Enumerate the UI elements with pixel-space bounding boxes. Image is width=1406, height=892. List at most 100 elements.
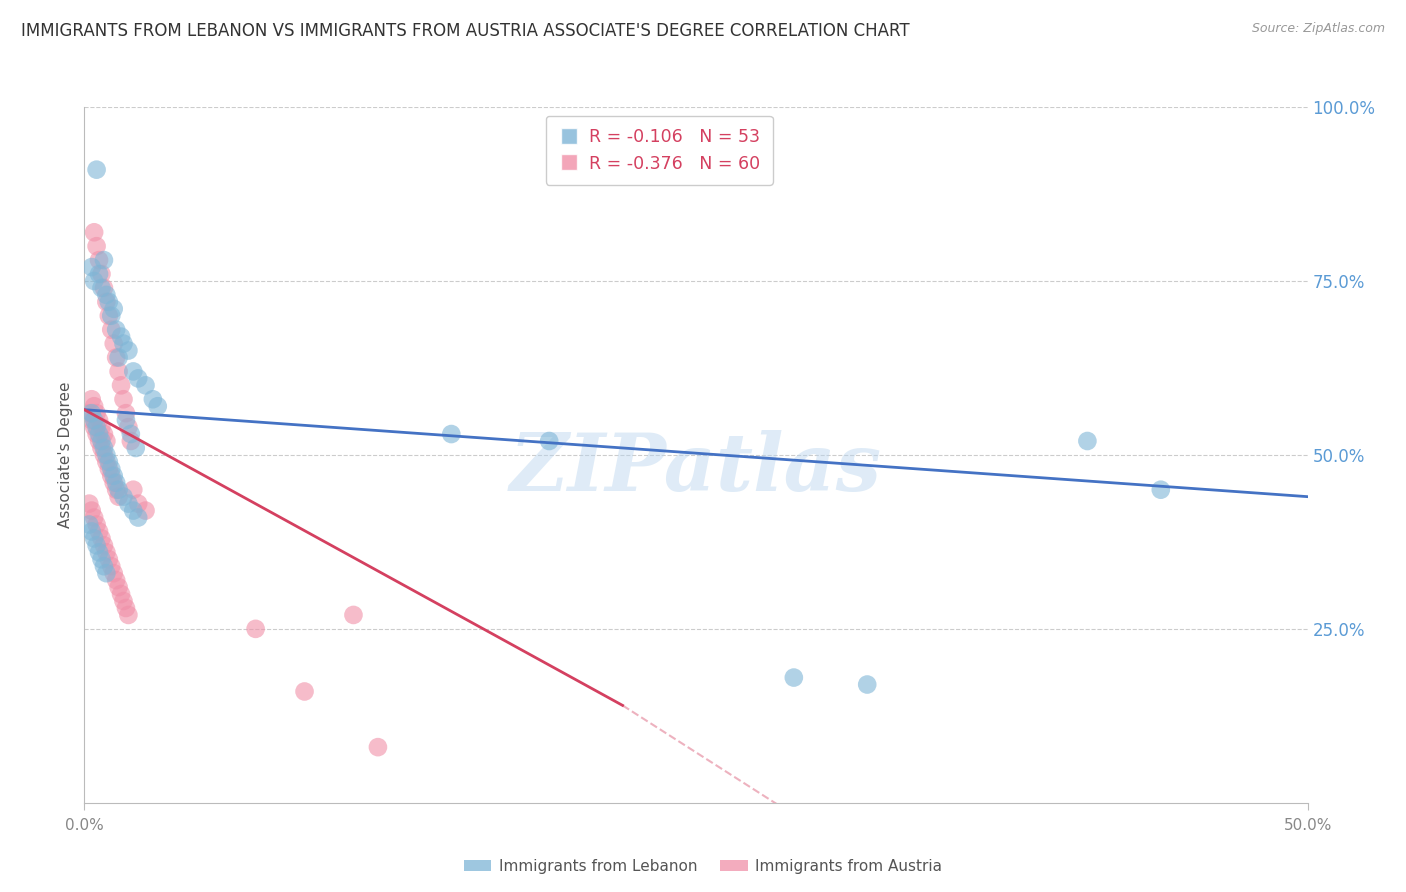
- Point: [87, 413, 110, 427]
- Point: [77, 517, 100, 532]
- Point: [97, 552, 120, 566]
- Point: [87, 545, 110, 559]
- Point: [87, 427, 110, 442]
- Point: [97, 455, 120, 469]
- Point: [103, 566, 125, 581]
- Point: [107, 351, 129, 365]
- Point: [100, 309, 122, 323]
- Point: [112, 336, 135, 351]
- Point: [83, 510, 105, 524]
- Point: [100, 468, 122, 483]
- Point: [100, 323, 122, 337]
- Point: [783, 671, 806, 685]
- Point: [80, 392, 103, 407]
- Point: [96, 288, 118, 302]
- Point: [86, 517, 108, 532]
- Point: [83, 420, 105, 434]
- Point: [77, 497, 100, 511]
- Point: [105, 323, 128, 337]
- Point: [87, 267, 110, 281]
- Point: [100, 559, 122, 574]
- Point: [107, 580, 129, 594]
- Legend: Immigrants from Lebanon, Immigrants from Austria: Immigrants from Lebanon, Immigrants from…: [457, 853, 949, 880]
- Point: [117, 420, 139, 434]
- Point: [93, 559, 115, 574]
- Point: [146, 399, 169, 413]
- Point: [107, 490, 129, 504]
- Point: [115, 601, 138, 615]
- Point: [105, 483, 128, 497]
- Point: [86, 538, 108, 552]
- Point: [96, 294, 118, 309]
- Point: [90, 281, 112, 295]
- Point: [120, 434, 142, 448]
- Point: [96, 448, 118, 462]
- Point: [122, 503, 145, 517]
- Text: Source: ZipAtlas.com: Source: ZipAtlas.com: [1251, 22, 1385, 36]
- Point: [90, 532, 112, 546]
- Y-axis label: Associate's Degree: Associate's Degree: [58, 382, 73, 528]
- Point: [120, 427, 142, 442]
- Point: [83, 225, 105, 239]
- Point: [294, 684, 316, 698]
- Point: [122, 483, 145, 497]
- Point: [112, 490, 135, 504]
- Point: [142, 392, 165, 407]
- Point: [96, 545, 118, 559]
- Point: [80, 524, 103, 539]
- Point: [93, 538, 115, 552]
- Text: IMMIGRANTS FROM LEBANON VS IMMIGRANTS FROM AUSTRIA ASSOCIATE'S DEGREE CORRELATIO: IMMIGRANTS FROM LEBANON VS IMMIGRANTS FR…: [21, 22, 910, 40]
- Point: [110, 587, 132, 601]
- Point: [86, 162, 108, 177]
- Point: [90, 267, 112, 281]
- Point: [80, 503, 103, 517]
- Point: [97, 462, 120, 476]
- Point: [122, 364, 145, 378]
- Point: [90, 552, 112, 566]
- Point: [127, 497, 149, 511]
- Point: [440, 427, 463, 442]
- Point: [110, 378, 132, 392]
- Point: [96, 566, 118, 581]
- Point: [90, 441, 112, 455]
- Point: [117, 607, 139, 622]
- Point: [93, 427, 115, 442]
- Point: [112, 594, 135, 608]
- Point: [127, 510, 149, 524]
- Point: [103, 336, 125, 351]
- Point: [105, 573, 128, 587]
- Point: [90, 434, 112, 448]
- Point: [97, 309, 120, 323]
- Point: [103, 475, 125, 490]
- Point: [86, 420, 108, 434]
- Point: [107, 483, 129, 497]
- Point: [96, 455, 118, 469]
- Point: [90, 420, 112, 434]
- Point: [115, 413, 138, 427]
- Point: [93, 448, 115, 462]
- Point: [83, 413, 105, 427]
- Point: [103, 301, 125, 316]
- Point: [1076, 434, 1098, 448]
- Point: [87, 253, 110, 268]
- Point: [110, 329, 132, 343]
- Point: [87, 434, 110, 448]
- Point: [538, 434, 561, 448]
- Point: [115, 406, 138, 420]
- Point: [1150, 483, 1173, 497]
- Point: [93, 441, 115, 455]
- Point: [117, 497, 139, 511]
- Point: [93, 253, 115, 268]
- Point: [135, 378, 157, 392]
- Point: [83, 274, 105, 288]
- Point: [105, 475, 128, 490]
- Point: [96, 434, 118, 448]
- Point: [107, 364, 129, 378]
- Point: [97, 294, 120, 309]
- Point: [93, 281, 115, 295]
- Point: [105, 351, 128, 365]
- Point: [77, 406, 100, 420]
- Point: [125, 441, 148, 455]
- Point: [83, 532, 105, 546]
- Point: [80, 260, 103, 274]
